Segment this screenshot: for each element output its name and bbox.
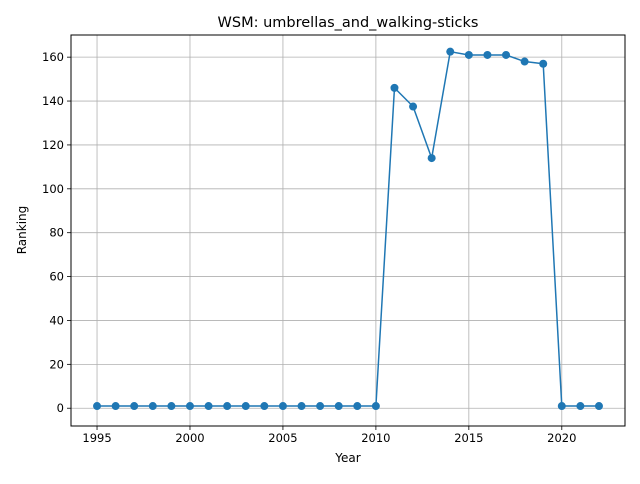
data-point [148,402,157,411]
data-point [520,57,529,66]
data-point [353,402,362,411]
chart-title: WSM: umbrellas_and_walking-sticks [218,15,479,31]
x-tick-label: 2020 [547,431,576,445]
data-point [93,402,102,411]
data-point [483,50,492,59]
data-point [576,402,585,411]
data-point [502,50,511,59]
data-point [223,402,232,411]
axes: 1995 2000 2005 2010 2015 2020 0 20 40 60 80 100 120 1… [42,50,576,445]
x-tick-label: 2015 [454,431,483,445]
grid-lines [71,35,625,426]
x-tick-label: 2010 [361,431,390,445]
x-tick-label: 1995 [82,431,111,445]
data-point [297,402,306,411]
y-tick-label: 140 [42,94,64,108]
y-tick-label: 0 [57,401,64,415]
x-axis-label: Year [334,451,360,465]
y-tick-label: 160 [42,50,64,64]
y-tick-label: 60 [49,270,64,284]
data-point [278,402,287,411]
data-point [185,402,194,411]
y-tick-label: 40 [49,313,64,327]
data-point [427,154,436,163]
data-point [594,402,603,411]
plot-area-frame [70,34,626,427]
y-tick-label: 100 [42,182,64,196]
series-line [97,50,599,407]
data-point [464,50,473,59]
data-point [446,47,455,56]
data-point [557,402,566,411]
data-point [111,402,120,411]
y-tick-label: 80 [49,226,64,240]
data-point [539,59,548,68]
y-axis-label: Ranking [15,206,29,255]
data-series [93,47,603,411]
data-point [204,402,213,411]
data-point [334,402,343,411]
data-point [390,83,399,92]
data-point [409,102,418,111]
y-tick-label: 20 [49,357,64,371]
x-tick-label: 2000 [175,431,204,445]
data-point [167,402,176,411]
x-tick-label: 2005 [268,431,297,445]
data-point [316,402,325,411]
data-point [241,402,250,411]
data-point [260,402,269,411]
data-point [130,402,139,411]
y-tick-label: 120 [42,138,64,152]
data-point [371,402,380,411]
